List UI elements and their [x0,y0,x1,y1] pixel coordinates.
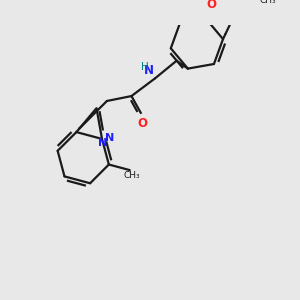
Text: O: O [206,0,216,11]
Text: O: O [137,117,147,130]
Text: CH₃: CH₃ [123,171,140,180]
Text: N: N [105,133,114,143]
Text: H: H [141,61,149,71]
Text: N: N [98,138,107,148]
Text: N: N [144,64,154,77]
Text: CH₃: CH₃ [260,0,276,5]
